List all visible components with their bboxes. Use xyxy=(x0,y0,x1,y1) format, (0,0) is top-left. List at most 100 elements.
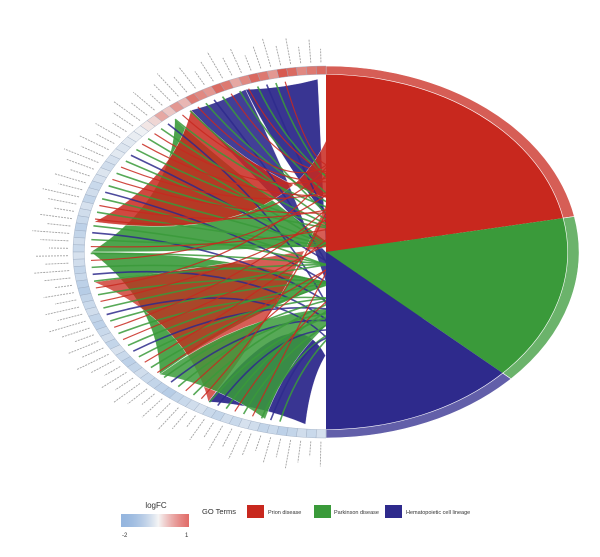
gene-label-mark xyxy=(153,83,171,102)
gene-label-mark xyxy=(275,438,282,458)
gene-label-mark xyxy=(90,360,115,374)
gene-label-mark xyxy=(74,334,94,343)
gene-label-mark xyxy=(40,239,69,242)
gene-label-mark xyxy=(261,37,272,67)
gene-label-mark xyxy=(309,441,312,457)
gene-label-mark xyxy=(95,123,121,138)
gene-label-mark xyxy=(189,419,205,441)
gene-label-mark xyxy=(133,91,155,111)
gene-label-mark xyxy=(104,366,121,376)
gene-label-mark xyxy=(186,415,196,428)
gene-label-mark xyxy=(178,66,196,89)
gene-label-mark xyxy=(319,441,322,467)
gene-logfc-cell xyxy=(286,427,298,437)
logfc-gene-ring xyxy=(72,65,327,439)
gene-logfc-cell xyxy=(72,258,86,267)
gene-logfc-cell xyxy=(72,251,85,260)
gene-label-mark xyxy=(42,188,80,198)
gene-label-mark xyxy=(114,377,134,391)
gene-label-mark xyxy=(45,306,80,316)
gene-label-mark xyxy=(284,439,292,469)
gene-label-mark xyxy=(173,76,188,93)
gene-label-mark xyxy=(127,388,148,405)
gene-label-mark xyxy=(252,46,262,69)
gene-label-mark xyxy=(45,262,69,265)
gene-label-mark xyxy=(308,39,312,63)
gene-logfc-cell xyxy=(315,65,327,75)
gene-label-mark xyxy=(68,341,99,354)
gene-label-mark xyxy=(208,425,223,451)
gene-logfc-cell xyxy=(276,425,289,436)
go-term-sector-hematopoietic xyxy=(326,252,503,430)
gene-label-mark xyxy=(70,169,90,177)
logfc-min-label: -2 xyxy=(122,533,128,539)
gene-label-mark xyxy=(76,353,109,371)
gene-label-mark xyxy=(96,133,115,144)
gene-logfc-cell xyxy=(315,429,327,439)
legend-swatch-parkinson xyxy=(314,505,331,518)
gene-logfc-cell xyxy=(73,265,87,275)
gene-label-mark xyxy=(228,431,242,460)
gene-label-mark xyxy=(32,230,70,234)
gene-label-mark xyxy=(206,51,223,79)
legend: logFC -2 1 GO Terms Prion disease Parkin… xyxy=(121,501,470,539)
gene-logfc-cell xyxy=(73,229,87,239)
go-term-sector-parkinson xyxy=(326,218,568,374)
gene-label-mark xyxy=(244,55,252,71)
gene-label-mark xyxy=(61,327,90,338)
gene-label-mark xyxy=(48,198,77,205)
gene-label-mark xyxy=(130,102,148,116)
gene-label-mark xyxy=(54,207,75,212)
gene-label-mark xyxy=(80,145,104,157)
gene-label-mark xyxy=(78,135,109,151)
gene-logfc-cell xyxy=(72,237,86,246)
gene-label-mark xyxy=(113,101,141,121)
gene-label-mark xyxy=(157,407,179,431)
gene-label-mark xyxy=(112,122,127,133)
gene-label-mark xyxy=(39,213,73,220)
logfc-legend-title: logFC xyxy=(145,501,167,510)
gene-label-mark xyxy=(49,320,86,333)
gene-label-mark xyxy=(222,57,233,76)
gene-label-mark xyxy=(200,61,214,82)
gene-label-mark xyxy=(241,433,252,456)
gene-logfc-cell xyxy=(74,222,88,232)
gene-label-mark xyxy=(66,158,94,170)
gene-label-mark xyxy=(203,422,214,438)
gene-label-mark xyxy=(298,46,302,64)
gene-label-mark xyxy=(262,437,272,463)
gene-label-mark xyxy=(54,284,73,289)
go-terms-legend-title: GO Terms xyxy=(202,507,236,516)
gene-label-mark xyxy=(297,440,302,463)
gene-label-mark xyxy=(229,48,242,73)
gene-label-mark xyxy=(63,148,99,163)
gene-label-mark xyxy=(58,183,83,191)
gene-label-mark xyxy=(149,93,163,106)
gene-label-mark xyxy=(43,277,71,282)
gene-label-mark xyxy=(285,37,292,65)
gene-label-layer xyxy=(32,37,322,469)
gene-label-mark xyxy=(54,299,77,305)
gene-label-mark xyxy=(43,292,75,299)
gene-logfc-cell xyxy=(296,66,308,76)
legend-label-parkinson: Parkinson disease xyxy=(334,510,379,516)
gene-label-mark xyxy=(53,173,86,184)
go-term-sector-prion xyxy=(326,74,564,253)
gene-label-mark xyxy=(100,371,127,389)
gene-label-mark xyxy=(222,428,233,448)
gene-label-mark xyxy=(141,398,163,418)
legend-label-prion: Prion disease xyxy=(268,510,301,516)
gene-label-mark xyxy=(171,411,188,430)
gene-label-mark xyxy=(81,347,104,358)
gene-logfc-cell xyxy=(72,244,85,253)
legend-swatch-hematopoietic xyxy=(385,505,402,518)
gene-label-mark xyxy=(156,73,179,97)
gene-label-mark xyxy=(33,270,70,274)
gene-label-mark xyxy=(141,393,155,405)
gene-logfc-cell xyxy=(305,65,317,76)
gene-label-mark xyxy=(156,402,171,418)
gene-label-mark xyxy=(112,112,134,127)
gene-label-mark xyxy=(255,435,262,451)
gene-label-mark xyxy=(57,313,83,321)
